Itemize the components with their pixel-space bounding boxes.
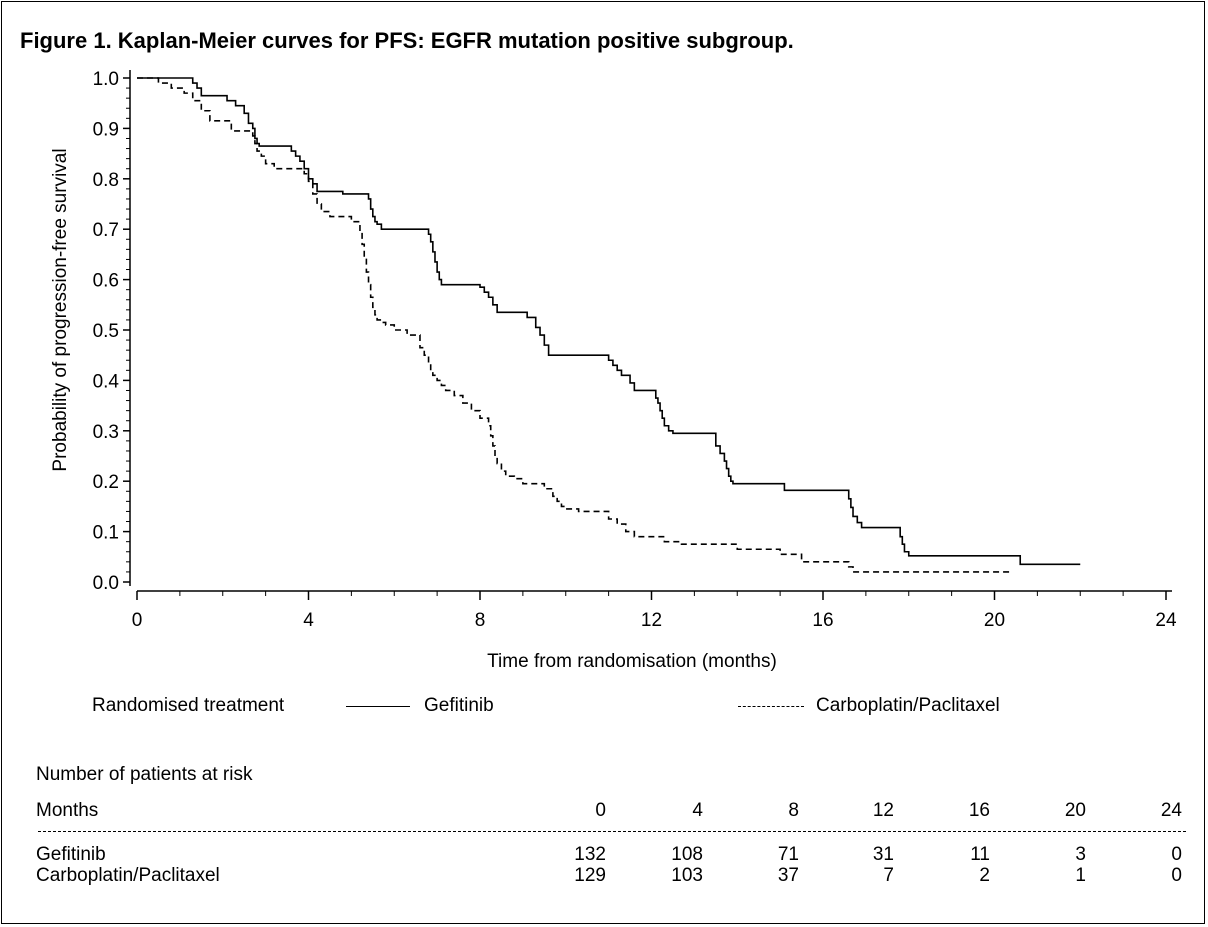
risk-value-carboplatin: 129: [574, 865, 606, 886]
risk-value-carboplatin: 1: [1075, 865, 1086, 886]
risk-month-value: 12: [872, 800, 894, 821]
risk-month-value: 4: [692, 800, 703, 821]
y-tick-label: 0.3: [93, 422, 119, 443]
y-tick-label: 0.5: [93, 321, 119, 342]
x-tick-label: 20: [984, 610, 1005, 631]
risk-table-divider: [38, 831, 1186, 832]
y-tick-label: 0.7: [93, 220, 119, 241]
y-tick-label: 0.0: [93, 573, 119, 594]
x-tick-label: 24: [1155, 610, 1177, 631]
risk-row-label-carboplatin: Carboplatin/Paclitaxel: [36, 865, 220, 886]
risk-value-carboplatin: 103: [671, 865, 703, 886]
risk-value-gefitinib: 132: [574, 844, 606, 865]
y-tick-label: 0.8: [93, 170, 119, 191]
risk-value-gefitinib: 71: [777, 844, 799, 865]
x-tick-label: 16: [812, 610, 833, 631]
x-tick-label: 12: [641, 610, 662, 631]
y-tick-label: 0.2: [93, 472, 119, 493]
x-tick-label: 4: [303, 610, 314, 631]
risk-table-months-label: Months: [36, 800, 99, 821]
risk-value-carboplatin: 2: [979, 865, 990, 886]
risk-month-value: 24: [1160, 800, 1182, 821]
risk-table-heading: Number of patients at risk: [36, 764, 253, 785]
risk-month-value: 16: [968, 800, 990, 821]
x-axis-label: Time from randomisation (months): [487, 651, 777, 672]
risk-row-label-gefitinib: Gefitinib: [36, 844, 106, 865]
series-line-carboplatin-paclitaxel: [137, 77, 1012, 573]
y-tick-label: 0.1: [93, 523, 119, 544]
legend-dashed-line: [738, 706, 804, 707]
risk-value-carboplatin: 0: [1171, 865, 1182, 886]
figure-title: Figure 1. Kaplan-Meier curves for PFS: E…: [20, 28, 794, 53]
risk-value-carboplatin: 37: [777, 865, 799, 886]
risk-value-gefitinib: 31: [872, 844, 894, 865]
legend-solid-line: [346, 706, 410, 707]
legend-heading: Randomised treatment: [92, 695, 285, 716]
y-tick-label: 1.0: [93, 69, 119, 90]
risk-value-gefitinib: 108: [671, 844, 703, 865]
risk-value-gefitinib: 3: [1075, 844, 1086, 865]
legend-item-gefitinib: Gefitinib: [424, 695, 494, 716]
legend-item-carboplatin: Carboplatin/Paclitaxel: [816, 695, 1000, 716]
risk-month-value: 8: [788, 800, 799, 821]
risk-value-carboplatin: 7: [883, 865, 894, 886]
y-tick-label: 0.4: [93, 371, 120, 392]
risk-month-value: 20: [1064, 800, 1086, 821]
risk-value-gefitinib: 0: [1171, 844, 1182, 865]
series-line-gefitinib: [137, 77, 1081, 566]
risk-month-value: 0: [595, 800, 606, 821]
y-axis-label: Probability of progression-free survival: [50, 148, 71, 471]
y-tick-label: 0.6: [93, 271, 119, 292]
x-tick-label: 0: [132, 610, 143, 631]
risk-value-gefitinib: 11: [970, 844, 990, 865]
y-tick-label: 0.9: [93, 119, 119, 140]
km-chart: 0.0 0.1 0.2 0.3 0.4 0.5 0.6 0.7 0.8 0.9 1.0 0 4 8 12 16…: [50, 69, 1177, 672]
x-tick-label: 8: [475, 610, 486, 631]
